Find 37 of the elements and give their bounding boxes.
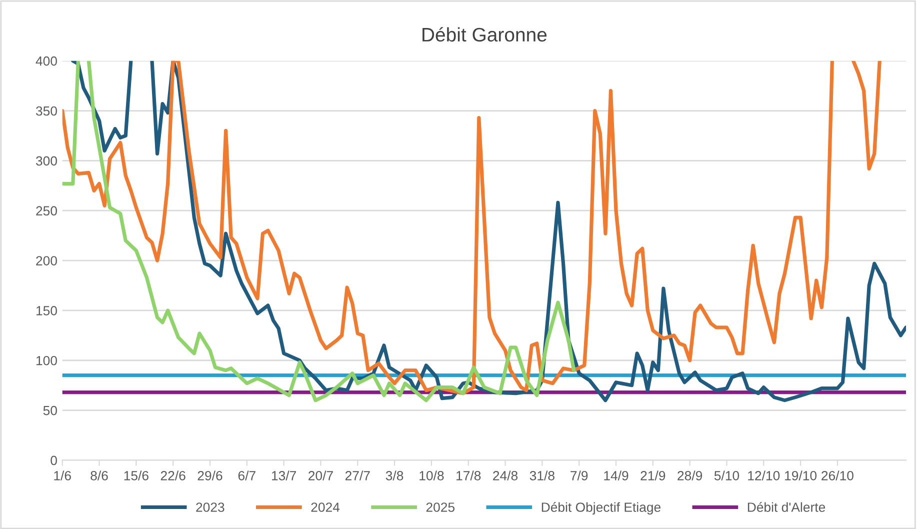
x-tick-label: 22/6 — [160, 470, 186, 480]
x-tick-label: 21/9 — [640, 470, 666, 480]
x-tick-label: 17/8 — [456, 470, 481, 480]
y-tick-label: 0 — [50, 456, 57, 466]
x-tick-label: 27/7 — [345, 470, 370, 480]
x-tick-label: 7/9 — [570, 470, 588, 480]
y-tick-label: 300 — [36, 156, 57, 166]
y-tick-label: 50 — [43, 406, 57, 416]
y-tick-label: 250 — [36, 206, 57, 216]
y-tick-label: 350 — [36, 106, 57, 116]
x-tick-label: 28/9 — [678, 470, 702, 480]
x-tick-label: 3/8 — [386, 470, 404, 480]
legend-label: 2023 — [196, 502, 224, 512]
x-tick-label: 13/7 — [272, 470, 296, 480]
y-tick-label: 200 — [36, 256, 57, 266]
x-tick-label: 19/10 — [785, 470, 817, 480]
x-tick-label: 12/10 — [748, 470, 780, 480]
x-tick-label: 20/7 — [308, 470, 333, 480]
x-tick-label: 24/8 — [493, 470, 518, 480]
x-tick-label: 26/10 — [822, 470, 854, 480]
legend-label: Débit d'Alerte — [748, 502, 826, 512]
x-tick-label: 14/9 — [604, 470, 628, 480]
x-tick-label: 8/6 — [90, 470, 108, 480]
x-tick-label: 6/7 — [238, 470, 256, 480]
legend-label: Débit Objectif Etiage — [542, 502, 661, 515]
x-tick-label: 10/8 — [420, 470, 444, 480]
legend-label: 2024 — [311, 502, 340, 512]
chart-title: Débit Garonne — [422, 27, 547, 42]
y-tick-label: 100 — [36, 356, 57, 366]
x-tick-label: 5/10 — [714, 470, 740, 480]
x-tick-label: 15/6 — [124, 470, 148, 480]
x-tick-label: 29/6 — [198, 470, 222, 480]
x-tick-label: 1/6 — [54, 470, 71, 480]
legend-label: 2025 — [426, 502, 455, 512]
y-tick-label: 400 — [36, 56, 57, 66]
x-tick-label: 31/8 — [530, 470, 554, 480]
y-tick-label: 150 — [36, 306, 57, 316]
